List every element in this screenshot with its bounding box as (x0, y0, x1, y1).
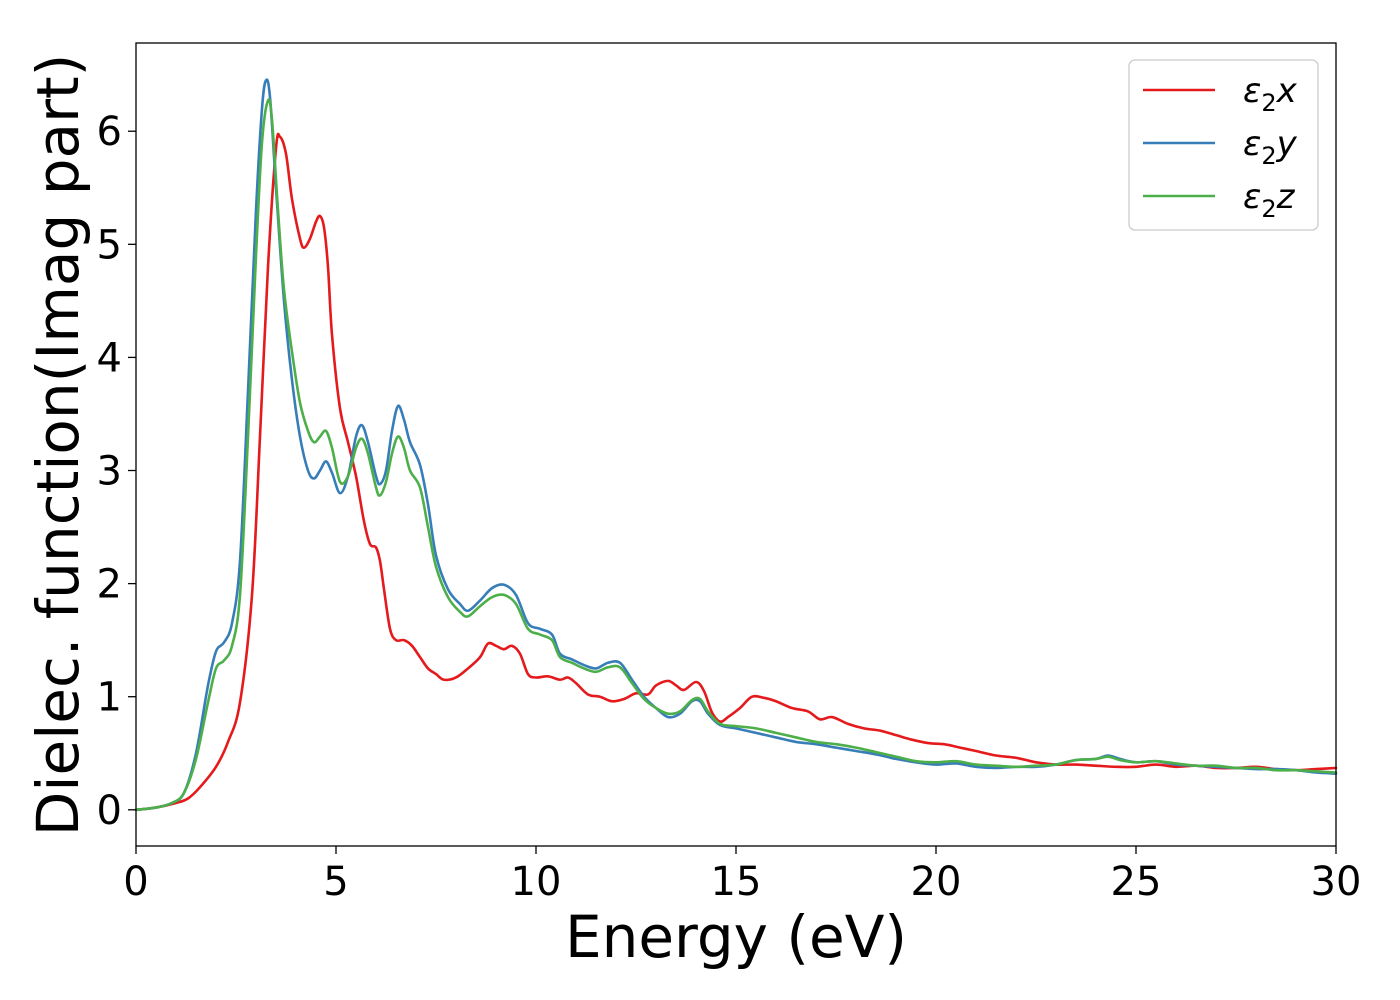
y-tick-label: 5 (97, 222, 122, 268)
x-tick-label: 30 (1311, 859, 1362, 905)
series-line-z (134, 98, 1338, 812)
y-axis-ticks: 0 1 2 3 4 5 6 (97, 109, 136, 834)
legend-label: ε2z (1243, 177, 1296, 223)
legend-label: ε2y (1243, 124, 1298, 170)
y-tick-label: 6 (97, 109, 122, 155)
x-tick-label: 10 (511, 859, 562, 905)
legend-label: ε2x (1243, 71, 1298, 117)
legend-entry-y: ε2y (1143, 124, 1298, 170)
x-tick-label: 0 (123, 859, 148, 905)
y-tick-label: 2 (97, 562, 122, 608)
y-tick-label: 1 (97, 675, 122, 721)
x-axis-title: Energy (eV) (565, 903, 907, 971)
legend-entry-x: ε2x (1143, 71, 1298, 117)
x-tick-label: 5 (323, 859, 348, 905)
y-tick-label: 3 (97, 449, 122, 495)
series-layer (134, 78, 1338, 812)
x-tick-label: 25 (1111, 859, 1162, 905)
y-tick-label: 0 (97, 788, 122, 834)
x-tick-label: 15 (711, 859, 762, 905)
legend: ε2x ε2y ε2z (1128, 59, 1319, 231)
legend-box (1128, 59, 1319, 231)
x-axis-ticks: 0 5 10 15 20 25 30 (123, 846, 1361, 905)
x-tick-label: 20 (911, 859, 962, 905)
series-line-x (134, 132, 1338, 812)
legend-entry-z: ε2z (1143, 177, 1296, 223)
y-axis-title: Dielec. function(Imag part) (24, 54, 92, 837)
legend-entries: ε2x ε2y ε2z (1143, 71, 1298, 223)
y-tick-label: 4 (97, 335, 122, 381)
